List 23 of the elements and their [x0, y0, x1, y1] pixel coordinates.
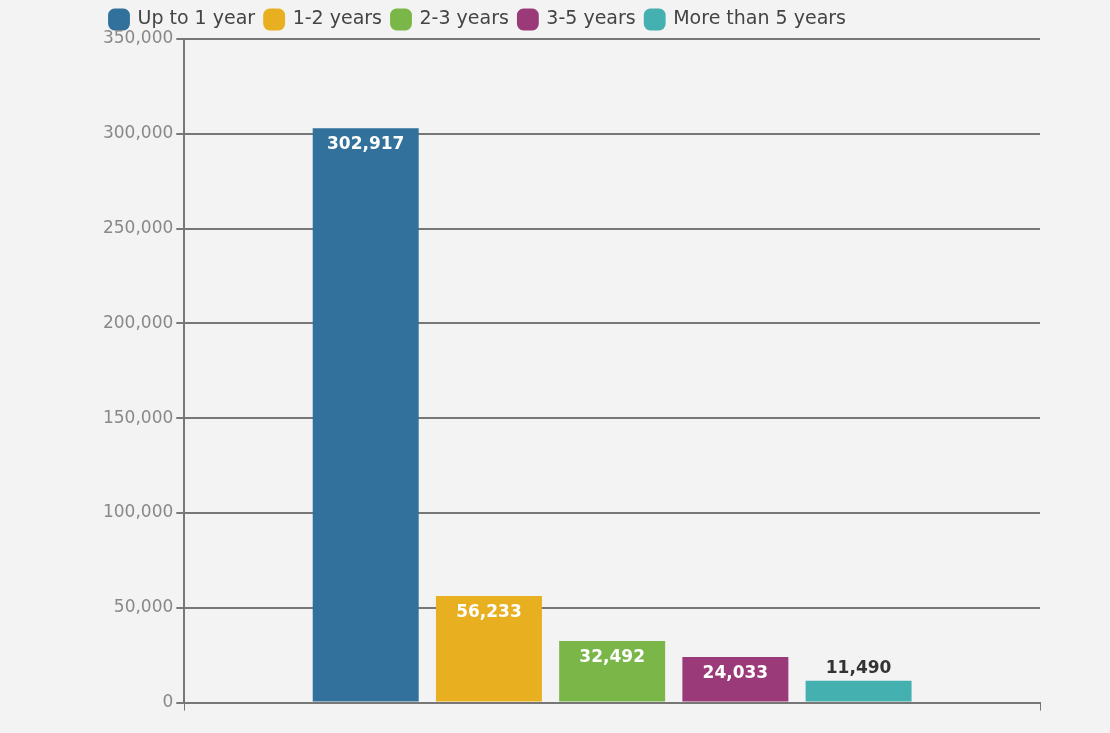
y-tick-label: 200,000 — [102, 311, 174, 332]
legend-label: More than 5 years — [673, 6, 846, 29]
data-label: 24,033 — [702, 661, 769, 682]
data-label: 11,490 — [825, 656, 892, 677]
y-tick-label: 150,000 — [102, 406, 174, 427]
legend-label: 3-5 years — [546, 6, 636, 29]
bar — [682, 657, 789, 702]
bar — [559, 641, 666, 702]
data-label: 56,233 — [456, 600, 522, 621]
y-tick-label: 50,000 — [113, 596, 174, 617]
legend-label: 2-3 years — [419, 6, 509, 29]
bar — [435, 595, 542, 702]
y-tick-label: 100,000 — [102, 501, 174, 522]
y-tick-label: 250,000 — [102, 217, 174, 238]
data-label: 302,917 — [326, 133, 405, 154]
y-tick-label: 350,000 — [102, 27, 174, 48]
y-tick-label: 0 — [162, 691, 174, 712]
legend-label: 1-2 years — [292, 6, 382, 29]
data-label: 32,492 — [579, 645, 645, 666]
bar — [312, 128, 419, 702]
bar — [805, 680, 912, 702]
y-tick-label: 300,000 — [102, 122, 174, 143]
legend-label: Up to 1 year — [137, 6, 256, 29]
